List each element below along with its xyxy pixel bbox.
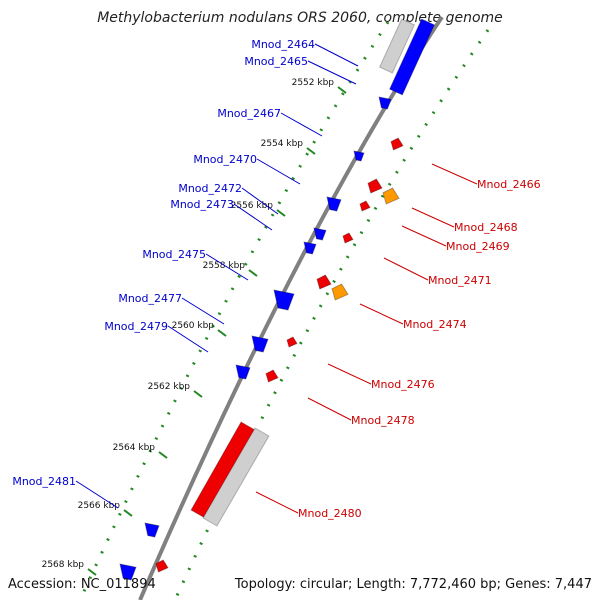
forward-label-leader — [205, 253, 249, 281]
forward-label-leader — [280, 112, 323, 137]
reverse-gene-label[interactable]: Mnod_2468 — [454, 221, 518, 234]
reverse-gene-label[interactable]: Mnod_2469 — [446, 240, 510, 253]
genome-backbone — [138, 15, 444, 600]
forward-gene-arrow — [313, 227, 327, 241]
forward-label-leader — [307, 60, 357, 85]
reverse-label-leader — [431, 163, 478, 185]
reverse-gene-label[interactable]: Mnod_2480 — [298, 507, 362, 520]
reverse-label-leader — [327, 363, 372, 385]
reverse-label-leader — [307, 397, 352, 421]
rna-gene-block-bottom — [202, 427, 270, 527]
tick-label: 2554 kbp — [261, 139, 304, 149]
forward-gene-label[interactable]: Mnod_2481 — [12, 475, 76, 488]
tick-mark — [123, 509, 133, 517]
reverse-gene-arrow — [286, 336, 298, 348]
forward-label-leader — [167, 325, 209, 353]
forward-gene-label[interactable]: Mnod_2470 — [193, 153, 257, 166]
forward-gene-arrow — [378, 96, 392, 110]
gene-features — [119, 18, 436, 581]
forward-gene-label[interactable]: Mnod_2465 — [244, 55, 308, 68]
forward-gene-label[interactable]: Mnod_2473 — [170, 198, 234, 211]
tick-label: 2564 kbp — [113, 443, 156, 453]
forward-gene-arrow — [326, 196, 342, 212]
forward-label-leader — [314, 43, 359, 67]
tick-mark — [193, 390, 203, 398]
reverse-label-leader — [383, 257, 429, 281]
tick-label: 2562 kbp — [148, 382, 191, 392]
accession-text: Accession: NC_011894 — [8, 577, 156, 592]
tick-label: 2566 kbp — [78, 501, 121, 511]
reverse-gene-label[interactable]: Mnod_2466 — [477, 178, 541, 191]
reverse-label-leader — [411, 207, 455, 228]
orange-gene-arrow — [331, 283, 349, 301]
orange-gene-arrow — [382, 187, 400, 205]
tick-mark — [87, 568, 97, 576]
scale-ticks: 2552 kbp 2554 kbp 2556 kbp 2558 kbp 2560 kbp… — [42, 78, 347, 576]
tick-mark — [248, 269, 258, 277]
reverse-gene-arrow — [342, 232, 354, 244]
forward-gene-arrow — [235, 364, 251, 380]
forward-label-leader — [233, 203, 273, 231]
reverse-gene-arrow — [265, 369, 279, 383]
forward-label-leader — [75, 480, 119, 509]
tick-mark — [158, 451, 168, 459]
reverse-gene-arrow — [367, 178, 383, 194]
forward-gene-arrow — [303, 241, 317, 255]
reverse-gene-label[interactable]: Mnod_2474 — [403, 318, 467, 331]
tick-mark — [337, 86, 347, 94]
tick-label: 2558 kbp — [203, 261, 246, 271]
reverse-label-leader — [401, 225, 447, 247]
forward-gene-arrow — [144, 522, 160, 538]
rna-gene-block-top — [378, 18, 416, 74]
forward-gene-arrow — [273, 289, 295, 311]
reverse-label-leader — [255, 491, 299, 514]
forward-label-leader — [241, 187, 279, 215]
reverse-gene-arrow — [359, 200, 371, 212]
forward-gene-label[interactable]: Mnod_2467 — [217, 107, 281, 120]
reverse-gene-arrow — [316, 274, 332, 290]
forward-gene-label[interactable]: Mnod_2464 — [251, 38, 315, 51]
tick-mark — [217, 329, 227, 337]
forward-gene-arrow — [251, 335, 269, 353]
tick-mark — [276, 209, 286, 217]
reverse-gene-label[interactable]: Mnod_2471 — [428, 274, 492, 287]
forward-label-leader — [256, 158, 301, 185]
tick-label: 2560 kbp — [172, 321, 215, 331]
forward-gene-label[interactable]: Mnod_2479 — [104, 320, 168, 333]
reverse-gene-arrow — [390, 137, 404, 151]
tick-label: 2552 kbp — [292, 78, 335, 88]
reverse-label-leader — [359, 303, 404, 325]
forward-gene-block-top — [388, 18, 436, 96]
forward-gene-label[interactable]: Mnod_2477 — [118, 292, 182, 305]
forward-gene-arrow — [353, 150, 365, 162]
forward-gene-arrow — [119, 563, 137, 581]
topology-summary: Topology: circular; Length: 7,772,460 bp… — [234, 577, 592, 592]
reverse-gene-label[interactable]: Mnod_2476 — [371, 378, 435, 391]
tick-label: 2568 kbp — [42, 560, 85, 570]
reverse-gene-label[interactable]: Mnod_2478 — [351, 414, 415, 427]
reverse-gene-arrow — [155, 559, 169, 573]
gene-labels: Mnod_2464 Mnod_2465 Mnod_2467 Mnod_2470 Mnod… — [12, 38, 540, 520]
forward-gene-label[interactable]: Mnod_2472 — [178, 182, 242, 195]
forward-gene-label[interactable]: Mnod_2475 — [142, 248, 206, 261]
guide-tracks — [78, 21, 490, 600]
tick-mark — [306, 147, 316, 155]
forward-label-leader — [181, 297, 225, 325]
tick-label: 2556 kbp — [231, 201, 274, 211]
